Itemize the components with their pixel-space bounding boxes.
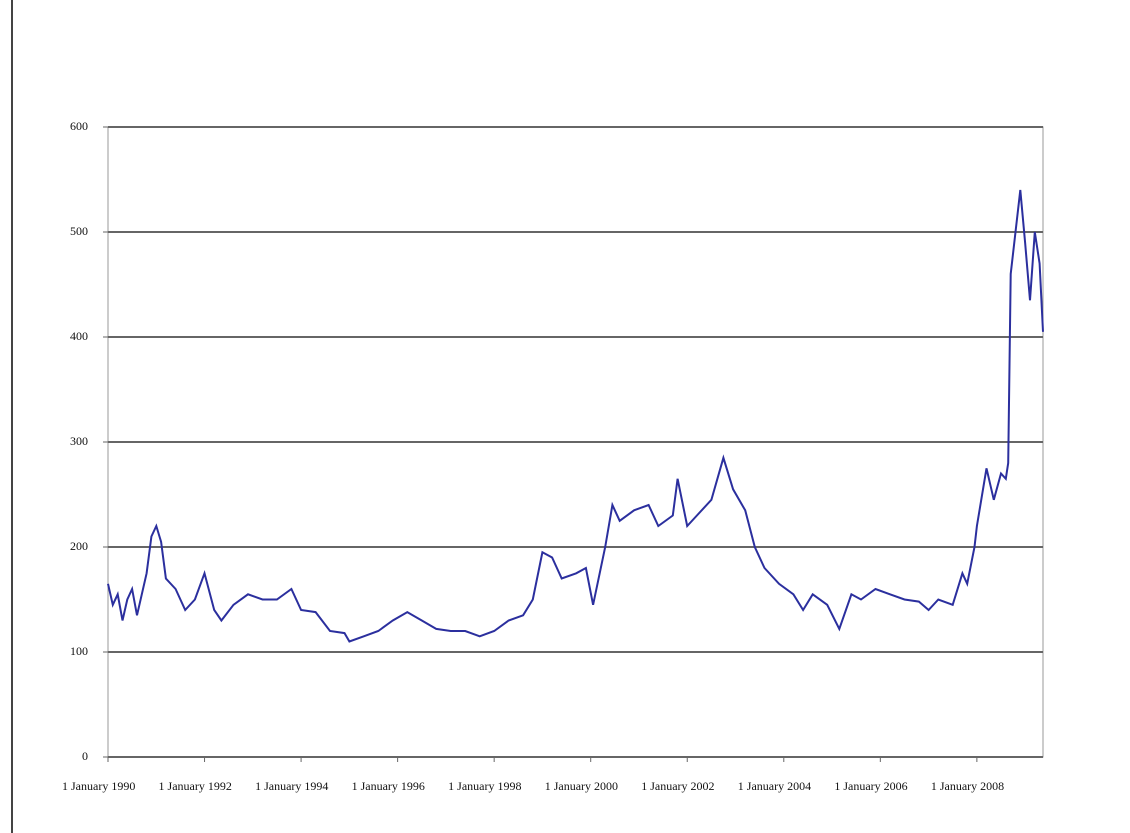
y-tick-label: 300: [70, 434, 88, 448]
y-tick-label: 100: [70, 644, 88, 658]
y-tick-label: 0: [82, 749, 88, 763]
y-tick-label: 600: [70, 119, 88, 133]
x-tick-label: 1 January 1994: [255, 779, 328, 793]
x-tick-label: 1 January 2000: [545, 779, 618, 793]
x-tick-label: 1 January 2006: [834, 779, 907, 793]
x-tick-label: 1 January 1990: [62, 779, 135, 793]
y-tick-label: 400: [70, 329, 88, 343]
x-tick-label: 1 January 2008: [931, 779, 1004, 793]
x-tick-label: 1 January 2002: [641, 779, 714, 793]
y-tick-label: 200: [70, 539, 88, 553]
x-tick-label: 1 January 2004: [738, 779, 811, 793]
data-line: [107, 189, 1044, 643]
x-tick-label: 1 January 1998: [448, 779, 521, 793]
x-tick-label: 1 January 1996: [352, 779, 425, 793]
y-tick-label: 500: [70, 224, 88, 238]
x-tick-label: 1 January 1992: [159, 779, 232, 793]
